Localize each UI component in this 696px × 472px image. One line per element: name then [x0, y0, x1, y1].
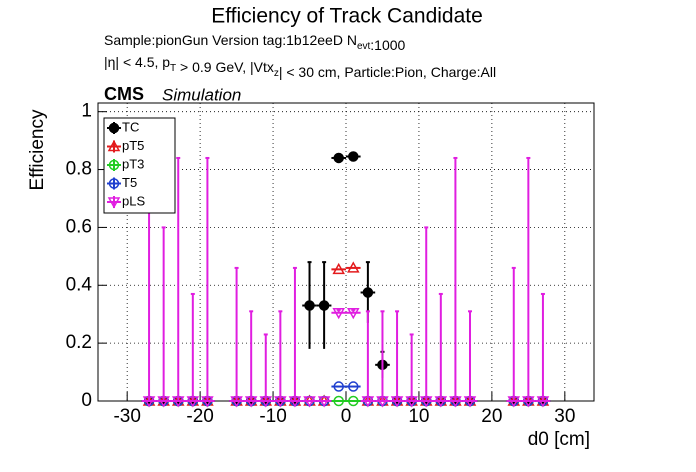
x-tick-label: -30	[113, 406, 140, 427]
x-tick-label: 20	[481, 406, 502, 427]
marker	[259, 396, 273, 408]
marker	[361, 396, 375, 408]
marker	[507, 396, 521, 408]
marker	[332, 308, 345, 320]
subtitle-subscript: T	[170, 63, 176, 74]
marker	[390, 396, 404, 408]
marker	[201, 396, 214, 408]
x-tick-label: 10	[408, 406, 429, 427]
marker	[288, 396, 302, 408]
chart-title: Efficiency of Track Candidate	[211, 5, 483, 28]
marker	[230, 396, 243, 408]
y-tick-label: 0.4	[66, 274, 93, 295]
legend-label: pT5	[122, 138, 144, 153]
marker	[362, 287, 374, 298]
y-tick-label: 0.6	[66, 216, 92, 237]
marker	[142, 396, 156, 408]
marker	[303, 396, 316, 408]
marker	[536, 396, 550, 408]
experiment: CMS	[104, 84, 144, 104]
x-tick-label: 30	[554, 406, 575, 427]
legend-label: T5	[122, 175, 137, 190]
marker	[376, 396, 389, 408]
marker	[449, 396, 462, 408]
legend-marker	[108, 159, 120, 171]
legend-marker	[108, 122, 120, 134]
legend-label: TC	[122, 119, 139, 134]
subtitle-text: | < 30 cm, Particle:Pion, Charge:All	[279, 64, 496, 80]
marker	[171, 396, 185, 408]
x-tick-label: -10	[259, 406, 286, 427]
legend-label: pLS	[122, 193, 145, 208]
marker	[332, 262, 345, 275]
marker	[522, 396, 535, 408]
y-tick-label: 0.2	[66, 332, 92, 353]
marker	[348, 151, 359, 162]
marker	[434, 396, 448, 408]
marker	[419, 396, 433, 408]
subtitle: |η| < 4.5, pT > 0.9 GeV, |Vtxz| < 30 cm,…	[104, 54, 496, 80]
y-tick-label: 0	[81, 390, 92, 411]
marker	[348, 381, 359, 392]
marker	[348, 395, 359, 407]
marker	[244, 396, 258, 408]
y-tick-label: 0.8	[66, 159, 92, 180]
marker	[347, 308, 360, 320]
marker	[333, 381, 344, 392]
marker	[463, 396, 477, 408]
subtitle: Sample:pionGun Version tag:1b12eeD Nevt:…	[104, 32, 406, 53]
marker	[405, 396, 418, 408]
legend-marker	[107, 197, 121, 209]
marker	[347, 261, 360, 273]
marker	[333, 395, 344, 407]
marker	[317, 396, 331, 408]
subtitle-text: :1000	[370, 37, 405, 53]
subtitle-text: Sample:pionGun Version tag:1b12eeD N	[104, 32, 357, 48]
marker	[304, 300, 315, 311]
marker	[318, 300, 330, 311]
y-axis-label: Efficiency	[27, 109, 48, 190]
subtitle-subscript: evt	[357, 41, 371, 52]
x-tick-label: 0	[341, 406, 352, 427]
marker	[186, 396, 200, 408]
legend-label: pT3	[122, 156, 144, 171]
experiment-note: Simulation	[162, 85, 241, 104]
marker	[157, 396, 170, 408]
subtitle-subscript: z	[274, 68, 279, 79]
y-tick-label: 1	[81, 101, 92, 122]
marker	[333, 152, 344, 164]
x-tick-label: -20	[186, 406, 213, 427]
x-axis-label: d0 [cm]	[528, 429, 590, 450]
subtitle-text: |η| < 4.5, p	[104, 54, 170, 70]
legend-marker	[108, 178, 120, 189]
marker	[274, 396, 287, 408]
legend-marker	[107, 139, 121, 152]
subtitle-text: > 0.9 GeV, |Vtx	[176, 59, 274, 75]
